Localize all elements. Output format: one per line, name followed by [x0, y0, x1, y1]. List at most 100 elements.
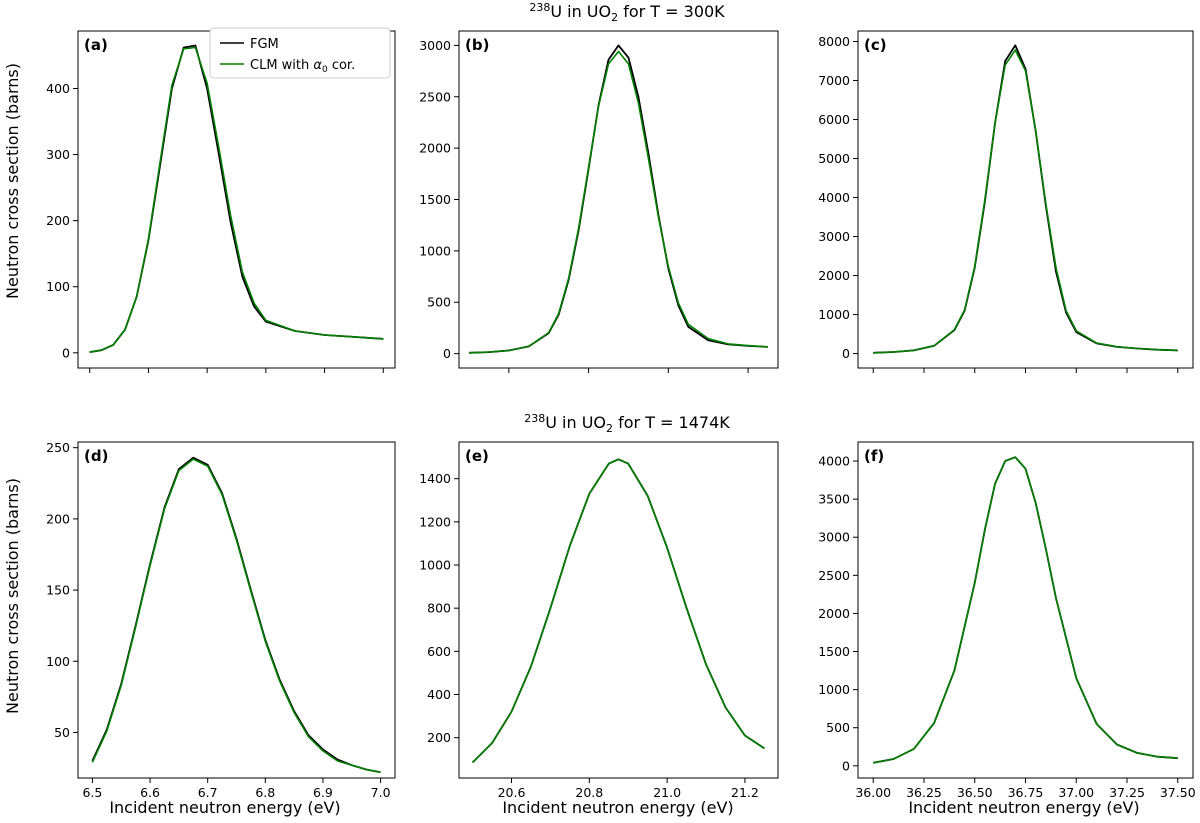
panel-label-e: (e): [465, 447, 489, 465]
series-line-clm-c: [873, 49, 1178, 354]
plot-frame-e: [458, 441, 779, 779]
y-tick-label-f: 3500: [818, 492, 850, 507]
y-tick-label-c: 3000: [818, 229, 850, 244]
series-line-clm-b: [468, 50, 769, 354]
y-tick-label-e: 600: [427, 644, 451, 659]
y-tick-label-c: 8000: [818, 34, 850, 49]
x-tick-label-e: 21.2: [731, 785, 759, 800]
x-tick-label-e: 20.8: [575, 785, 603, 800]
x-tick-label-f: 37.00: [1058, 785, 1094, 800]
series-line-fgm-e: [471, 458, 765, 764]
panel-label-c: (c): [864, 36, 887, 54]
x-tick-label-e: 20.6: [498, 785, 526, 800]
y-tick-label-c: 2000: [818, 268, 850, 283]
panel-label-d: (d): [84, 447, 108, 465]
y-tick-label-a: 200: [46, 213, 70, 228]
row-title-bottom-main: U in UO: [545, 413, 606, 432]
y-tick-label-d: 250: [46, 440, 70, 455]
x-axis-label-f: Incident neutron energy (eV): [908, 798, 1139, 817]
plot-frame-b: [458, 30, 779, 369]
y-tick-label-e: 200: [427, 730, 451, 745]
x-tick-label-d: 6.5: [82, 785, 102, 800]
y-tick-label-e: 1400: [419, 471, 451, 486]
panel-d: 6.5 6.6 6.7 6.8 6.9 7.0 50 100 150 200 250 (d): [46, 440, 396, 800]
x-axis-label-e: Incident neutron energy (eV): [502, 798, 733, 817]
series-line-fgm-d: [91, 456, 381, 774]
y-tick-label-c: 7000: [818, 73, 850, 88]
series-line-fgm-b: [468, 44, 769, 354]
panel-f: 36.00 36.25 36.50 36.75 37.00 37.25 37.50 0 500 1…: [818, 441, 1196, 800]
x-tick-label-f: 37.25: [1109, 785, 1145, 800]
y-tick-label-c: 1000: [818, 307, 850, 322]
x-tick-label-f: 37.50: [1160, 785, 1196, 800]
x-tick-label-f: 36.00: [855, 785, 891, 800]
y-tick-label-b: 500: [427, 295, 451, 310]
x-tick-label-d: 6.6: [140, 785, 160, 800]
legend-label-clm-main: CLM with: [250, 58, 313, 73]
y-tick-label-a: 100: [46, 279, 70, 294]
y-tick-label-a: 300: [46, 147, 70, 162]
row-title-bottom-sub: 2: [606, 422, 613, 435]
y-tick-label-f: 1000: [818, 682, 850, 697]
row-title-top-pre: 238: [529, 1, 550, 14]
legend-frame: [209, 27, 391, 79]
panel-label-a: (a): [84, 36, 108, 54]
x-tick-label-d: 6.7: [198, 785, 218, 800]
y-tick-label-c: 5000: [818, 151, 850, 166]
row-title-top-sub: 2: [611, 11, 618, 24]
x-tick-label-f: 36.75: [1008, 785, 1044, 800]
x-tick-label-f: 36.50: [957, 785, 993, 800]
y-tick-label-d: 50: [54, 725, 70, 740]
row-title-bottom-pre: 238: [524, 412, 545, 425]
y-tick-label-c: 4000: [818, 190, 850, 205]
row-title-top-post: for T = 300K: [618, 2, 725, 21]
legend-label-clm: CLM with α0 cor.: [250, 58, 355, 75]
legend-label-clm-sub: 0: [322, 65, 328, 75]
row-title-top: 238U in UO2 for T = 300K: [529, 1, 725, 24]
y-tick-label-f: 0: [842, 758, 850, 773]
series-line-clm-e: [472, 458, 765, 764]
y-tick-label-d: 100: [46, 654, 70, 669]
y-tick-label-a: 0: [62, 345, 70, 360]
panel-b: 0 500 1000 1500 2000 2500 3000 (b): [419, 30, 779, 373]
y-tick-label-e: 800: [427, 601, 451, 616]
legend: FGM CLM with α0 cor.: [209, 27, 391, 79]
y-tick-label-f: 2000: [818, 606, 850, 621]
legend-label-clm-symbol: α: [313, 58, 322, 73]
panel-a: 0 100 200 300 400 (a): [46, 30, 396, 373]
series-line-clm-a: [89, 46, 384, 353]
y-tick-label-f: 4000: [818, 454, 850, 469]
x-tick-label-d: 7.0: [371, 785, 391, 800]
y-tick-label-d: 150: [46, 583, 70, 598]
y-tick-label-e: 1000: [419, 558, 451, 573]
x-axis-label-d: Incident neutron energy (eV): [109, 798, 340, 817]
plot-frame-a: [77, 30, 396, 369]
y-tick-label-b: 1500: [419, 192, 451, 207]
y-tick-label-f: 3000: [818, 530, 850, 545]
row-title-top-main: U in UO: [550, 2, 611, 21]
y-tick-label-e: 1200: [419, 514, 451, 529]
y-tick-label-f: 500: [826, 720, 850, 735]
plot-frame-d: [77, 441, 396, 779]
x-tick-label-d: 6.8: [255, 785, 275, 800]
y-axis-label-bottom: Neutron cross section (barns): [3, 478, 22, 714]
y-tick-label-c: 0: [842, 346, 850, 361]
y-tick-label-e: 400: [427, 687, 451, 702]
panel-c: 0 1000 2000 3000 4000 5000 6000 7000 8000 (c): [818, 30, 1194, 373]
x-tick-label-f: 36.25: [906, 785, 942, 800]
x-tick-label-e: 21.0: [653, 785, 681, 800]
panel-label-f: (f): [864, 447, 884, 465]
y-tick-label-d: 200: [46, 511, 70, 526]
series-line-clm-d: [91, 458, 381, 774]
y-tick-label-f: 1500: [818, 644, 850, 659]
row-title-bottom: 238U in UO2 for T = 1474K: [524, 412, 730, 435]
y-tick-label-a: 400: [46, 81, 70, 96]
y-axis-label-top: Neutron cross section (barns): [3, 63, 22, 299]
x-tick-label-d: 6.9: [313, 785, 333, 800]
y-tick-label-f: 2500: [818, 568, 850, 583]
panels: 0100200300400(a)050010001500200025003000…: [46, 30, 1196, 800]
y-tick-label-b: 3000: [419, 38, 451, 53]
y-tick-label-b: 0: [443, 346, 451, 361]
y-tick-label-b: 2000: [419, 141, 451, 156]
